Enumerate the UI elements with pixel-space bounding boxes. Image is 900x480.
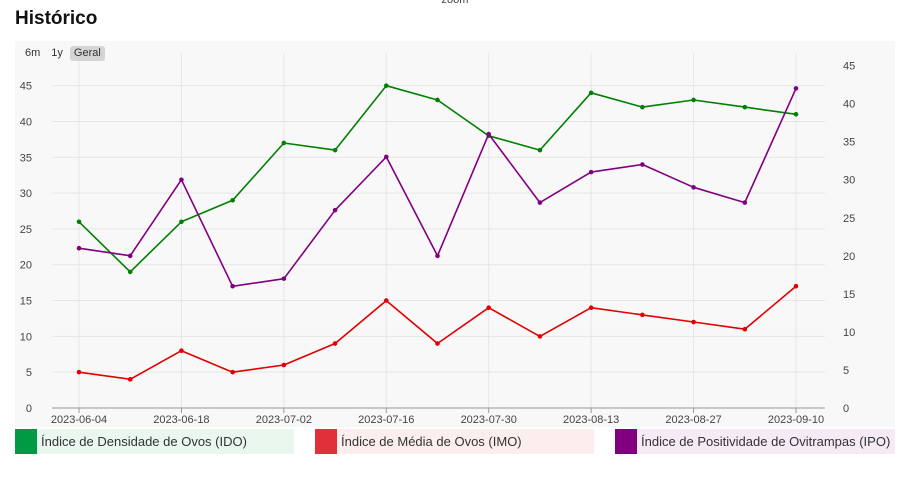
data-point-ipo: [230, 283, 235, 289]
range-selector: 6m 1y Geral: [21, 46, 105, 61]
data-point-ipo: [76, 245, 82, 251]
y-left-tick-label: 20: [20, 260, 32, 272]
data-point-ipo: [281, 276, 287, 281]
data-point-imo: [691, 319, 696, 325]
y-right-tick-label: 25: [843, 213, 855, 225]
data-point-ipo: [435, 253, 440, 259]
data-point-imo: [383, 298, 389, 303]
data-point-ido: [588, 90, 594, 96]
legend-swatch-ipo: [615, 429, 637, 454]
y-right-tick-label: 40: [843, 99, 855, 111]
y-right-tick-label: 0: [843, 403, 849, 415]
legend-item-ipo[interactable]: Índice de Positividade de Ovitrampas (IP…: [615, 429, 895, 454]
data-point-imo: [230, 369, 235, 375]
data-point-ido: [179, 219, 184, 225]
data-point-imo: [435, 341, 440, 346]
x-tick-label: 2023-06-18: [153, 414, 209, 426]
y-right-tick-label: 20: [843, 251, 855, 263]
data-point-ipo: [486, 131, 492, 137]
data-point-ido: [691, 97, 696, 103]
data-point-imo: [640, 312, 645, 318]
y-right-tick-label: 5: [843, 365, 849, 377]
data-point-ido: [383, 83, 389, 88]
x-tick-label: 2023-09-10: [768, 414, 824, 426]
page-title: Histórico: [15, 8, 98, 29]
data-point-imo: [742, 326, 748, 332]
data-point-imo: [588, 305, 594, 311]
legend-label-ipo: Índice de Positividade de Ovitrampas (IP…: [641, 434, 891, 449]
zoom-label: zoom: [441, 0, 469, 6]
data-point-imo: [486, 305, 492, 311]
data-point-ido: [76, 219, 82, 225]
x-tick-label: 2023-08-27: [665, 414, 721, 426]
data-point-ipo: [383, 154, 389, 160]
data-point-ipo: [127, 253, 133, 259]
y-right-tick-label: 30: [843, 175, 855, 187]
x-tick-label: 2023-06-04: [51, 414, 107, 426]
x-tick-label: 2023-07-16: [358, 414, 414, 426]
history-chart[interactable]: 0 5 10 15 20 25 30 35 40 45 0 5 10 15 20 25 30 35 40 45 2023…: [15, 41, 895, 427]
data-point-ipo: [793, 86, 799, 91]
data-point-ido: [742, 104, 748, 110]
y-left-tick-label: 40: [20, 116, 32, 128]
y-left-tick-label: 15: [20, 296, 32, 308]
data-point-imo: [537, 334, 543, 339]
x-tick-label: 2023-07-02: [256, 414, 312, 426]
data-point-ido: [640, 104, 645, 110]
data-point-imo: [281, 362, 287, 368]
y-left-tick-label: 5: [26, 367, 32, 379]
data-point-ipo: [742, 200, 748, 205]
x-tick-label: 2023-07-30: [461, 414, 517, 426]
legend-label-ido: Índice de Densidade de Ovos (IDO): [41, 434, 247, 449]
data-point-ipo: [179, 177, 184, 183]
data-point-ido: [793, 112, 799, 117]
x-tick-label: 2023-08-13: [563, 414, 619, 426]
data-point-ipo: [588, 169, 594, 175]
y-left-tick-label: 45: [20, 81, 32, 93]
data-point-ipo: [332, 207, 338, 213]
legend-item-ido[interactable]: Índice de Densidade de Ovos (IDO): [15, 429, 294, 454]
data-point-ido: [332, 147, 338, 153]
series-line-ido: [78, 84, 797, 273]
data-point-imo: [76, 369, 82, 375]
legend-label-imo: Índice de Média de Ovos (IMO): [341, 434, 522, 449]
y-right-tick-label: 10: [843, 327, 855, 339]
range-1y-button[interactable]: 1y: [47, 46, 67, 61]
range-all-button[interactable]: Geral: [69, 46, 105, 61]
y-left-tick-label: 10: [20, 331, 32, 343]
data-point-ipo: [691, 185, 696, 190]
data-point-ido: [230, 197, 235, 203]
y-left-tick-label: 25: [20, 224, 32, 236]
legend-item-imo[interactable]: Índice de Média de Ovos (IMO): [315, 429, 594, 454]
data-point-ido: [537, 147, 543, 153]
legend-swatch-ido: [15, 429, 37, 454]
data-point-imo: [127, 377, 133, 382]
range-6m-button[interactable]: 6m: [21, 46, 44, 61]
data-point-ipo: [537, 200, 543, 205]
y-right-tick-label: 35: [843, 137, 855, 149]
y-left-tick-label: 0: [26, 403, 32, 415]
data-point-ipo: [640, 162, 645, 167]
y-right-tick-label: 45: [843, 61, 855, 73]
chart-panel: 0 5 10 15 20 25 30 35 40 45 0 5 10 15 20 25 30 35 40 45 2023…: [15, 41, 895, 427]
data-point-ido: [281, 140, 287, 146]
y-left-tick-label: 30: [20, 188, 32, 200]
legend-swatch-imo: [315, 429, 337, 454]
data-point-imo: [179, 348, 184, 353]
data-point-ido: [435, 97, 440, 103]
y-left-tick-label: 35: [20, 152, 32, 164]
y-right-tick-label: 15: [843, 289, 855, 301]
data-point-imo: [332, 341, 338, 346]
data-point-ido: [127, 269, 133, 275]
data-point-imo: [793, 283, 799, 289]
